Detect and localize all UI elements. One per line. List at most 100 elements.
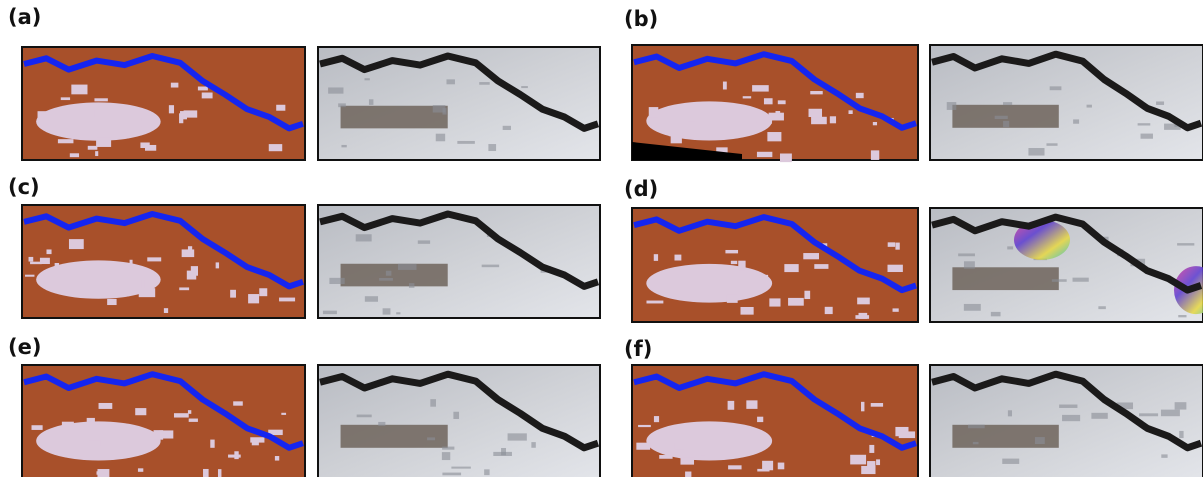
terrain-speck	[531, 442, 535, 448]
land-speck	[638, 425, 651, 427]
land-speck	[275, 456, 279, 461]
land-speck	[848, 110, 852, 114]
land-speck	[756, 121, 772, 124]
land-speck	[117, 107, 121, 116]
land-speck	[57, 114, 73, 118]
land-speck	[725, 250, 738, 253]
terrain-speck	[521, 86, 528, 88]
land-speck	[674, 255, 681, 261]
terrain-speck	[1175, 402, 1187, 409]
panel: (c)	[8, 175, 600, 318]
classified-map	[22, 365, 305, 477]
land-speck	[825, 307, 833, 314]
terrain-speck	[383, 308, 391, 314]
terrain-speck	[1046, 143, 1057, 146]
land-speck	[189, 419, 198, 422]
land-speck	[88, 440, 100, 446]
panel-label: (a)	[8, 5, 41, 29]
terrain-speck	[1179, 431, 1183, 438]
land-speck	[71, 85, 87, 95]
land-speck	[684, 129, 690, 137]
terrain-speck	[365, 296, 378, 302]
land-speck	[147, 257, 161, 261]
land-speck	[649, 107, 659, 117]
land-speck	[138, 290, 152, 293]
terrain-speck	[442, 447, 454, 450]
terrain-speck	[1178, 315, 1186, 317]
terrain-speck	[947, 102, 957, 110]
land-speck	[32, 425, 43, 430]
terrain-speck	[386, 271, 391, 276]
terrain-speck	[329, 278, 344, 284]
terrain-speck	[508, 433, 527, 440]
terrain-speck	[356, 234, 372, 241]
land-speck	[52, 272, 66, 275]
land-speck	[769, 298, 780, 306]
land-speck	[740, 307, 753, 315]
land-speck	[701, 278, 705, 281]
land-speck	[814, 264, 828, 269]
land-speck	[169, 105, 174, 113]
land-speck	[94, 98, 107, 101]
land-speck	[142, 279, 145, 287]
terrain-speck	[378, 422, 385, 426]
terrain-speck	[1156, 101, 1164, 104]
land-speck	[55, 263, 59, 268]
land-speck	[727, 294, 738, 303]
terrain-speck	[964, 261, 975, 268]
land-speck	[203, 469, 209, 477]
terrain-speck	[484, 469, 489, 475]
panel-label: (e)	[8, 335, 41, 359]
land-speck	[850, 455, 866, 465]
land-speck	[279, 298, 295, 302]
dark-field	[341, 425, 448, 448]
terrain-speck	[433, 105, 446, 112]
land-speck	[154, 430, 164, 440]
land-speck	[728, 465, 741, 469]
classified-map	[632, 365, 918, 477]
land-speck	[810, 91, 822, 94]
terrain-speck	[1035, 437, 1045, 444]
land-speck	[97, 471, 106, 474]
terrain-speck	[338, 103, 346, 107]
terrain-speck	[341, 145, 346, 147]
land-speck	[174, 413, 189, 417]
land-speck	[70, 153, 79, 157]
land-speck	[811, 117, 827, 124]
land-speck	[743, 96, 751, 98]
terrain-speck	[968, 425, 985, 429]
classified-map	[22, 205, 305, 318]
land-speck	[830, 116, 836, 123]
land-speck	[179, 113, 183, 123]
land-speck	[233, 401, 243, 405]
land-speck	[269, 144, 282, 151]
land-patch	[646, 264, 772, 303]
land-speck	[769, 113, 784, 121]
dark-field	[341, 106, 448, 129]
land-speck	[202, 93, 213, 99]
land-speck	[184, 110, 198, 117]
terrain-speck	[379, 278, 393, 281]
terrain-speck	[1003, 102, 1012, 105]
land-speck	[861, 402, 864, 411]
terrain-speck	[430, 399, 436, 407]
land-speck	[198, 87, 208, 91]
land-speck	[728, 401, 735, 410]
terrain-speck	[1008, 410, 1012, 416]
land-speck	[659, 455, 672, 459]
land-speck	[861, 466, 875, 474]
terrain-speck	[442, 452, 450, 460]
panel: (b)	[624, 7, 1203, 162]
land-speck	[636, 443, 650, 450]
dark-field	[952, 267, 1058, 290]
terrain-speck	[488, 144, 496, 151]
land-speck	[130, 260, 133, 266]
land-patch	[646, 421, 772, 460]
land-speck	[764, 98, 773, 104]
panel: (a)	[8, 5, 600, 160]
land-speck	[869, 445, 874, 453]
land-speck	[804, 291, 810, 299]
terrain-speck	[409, 283, 414, 288]
land-speck	[276, 105, 285, 111]
land-speck	[230, 290, 236, 298]
